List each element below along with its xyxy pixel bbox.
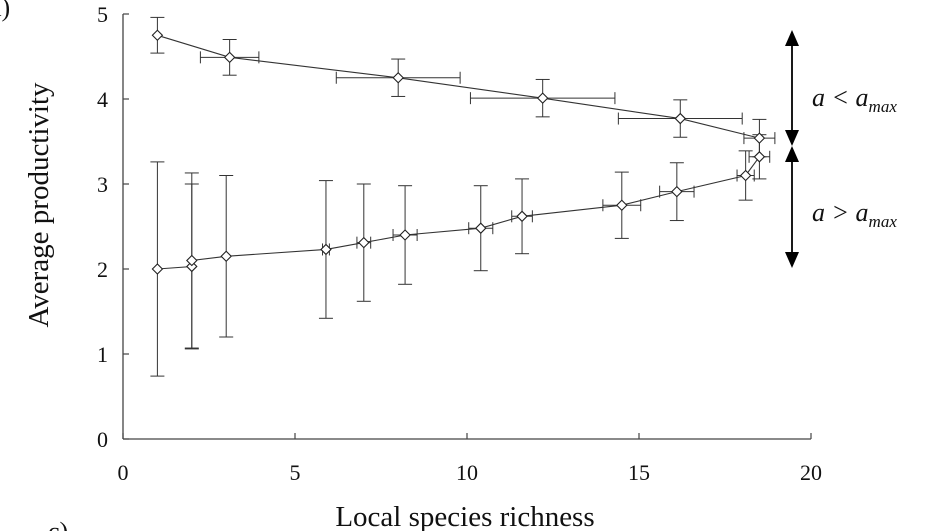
x-tick-label: 20 xyxy=(800,460,822,485)
y-tick-label: 2 xyxy=(97,257,108,282)
data-point-marker xyxy=(151,263,164,275)
annotation-subscript: max xyxy=(869,212,898,231)
data-point-marker xyxy=(358,236,370,249)
data-point-marker xyxy=(753,132,766,144)
data-point-marker xyxy=(516,210,528,223)
data-point-marker xyxy=(392,71,404,84)
y-tick-label: 3 xyxy=(97,172,108,197)
y-axis-label: Average productivity xyxy=(23,82,55,328)
x-tick-label: 5 xyxy=(290,460,301,485)
data-point-marker xyxy=(151,29,164,42)
series-line xyxy=(157,156,760,270)
data-point-marker xyxy=(753,151,766,163)
panel-label-top: a) xyxy=(0,0,10,22)
y-tick-label: 1 xyxy=(97,342,108,367)
x-axis-label: Local species richness xyxy=(335,501,594,531)
arrow-down-icon xyxy=(785,252,799,268)
data-point-marker xyxy=(474,222,487,234)
data-point-marker xyxy=(739,169,752,182)
annotation-a-less-than-amax: a < amax xyxy=(812,83,897,116)
y-tick-label: 4 xyxy=(97,87,108,112)
data-point-marker xyxy=(616,199,628,212)
data-point-marker xyxy=(186,260,198,273)
ticks: 0 5 10 15 20 0 1 2 3 4 5 xyxy=(97,2,822,485)
annotation-base: a < a xyxy=(812,83,869,112)
data-point-marker xyxy=(671,185,683,198)
panel-label-bottom: c) xyxy=(48,517,68,531)
markers xyxy=(151,29,766,275)
x-tick-label: 0 xyxy=(118,460,129,485)
data-point-marker xyxy=(186,254,198,267)
arrow-up-icon xyxy=(785,146,799,162)
x-tick-label: 15 xyxy=(628,460,650,485)
plot-area xyxy=(150,16,776,377)
x-tick-label: 10 xyxy=(456,460,478,485)
annotation-base: a > a xyxy=(812,198,869,227)
data-point-marker xyxy=(399,229,411,241)
data-point-marker xyxy=(536,92,549,104)
y-tick-label: 5 xyxy=(97,2,108,27)
regime-bracket xyxy=(785,30,799,268)
data-point-marker xyxy=(320,243,332,256)
y-tick-label: 0 xyxy=(97,427,108,452)
arrow-down-icon xyxy=(785,130,799,146)
data-point-marker xyxy=(223,51,236,64)
arrow-up-icon xyxy=(785,30,799,46)
annotation-a-greater-than-amax: a > amax xyxy=(812,198,897,231)
series-line xyxy=(157,34,760,139)
annotation-subscript: max xyxy=(869,97,898,116)
data-point-marker xyxy=(674,112,687,125)
data-point-marker xyxy=(220,250,232,263)
